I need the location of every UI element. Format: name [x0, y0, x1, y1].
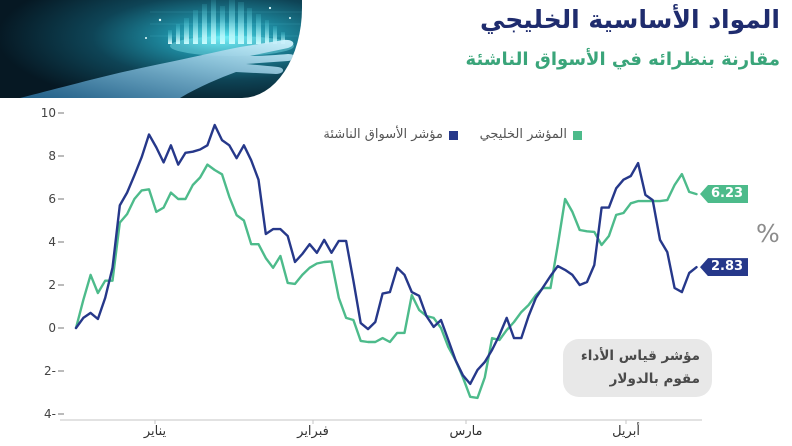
end-value-label-gulf-index: 6.23: [700, 185, 748, 204]
y-axis-unit: %: [756, 219, 780, 248]
y-axis-ticks: [58, 112, 64, 415]
y-tick-label: 6: [48, 192, 56, 206]
annotation-line-2: مقوم بالدولار: [609, 371, 700, 387]
hand-hologram-graphic: [0, 0, 302, 98]
chart-subtitle: مقارنة بنظرائه في الأسواق الناشئة: [465, 49, 780, 70]
hologram-bars: [168, 0, 285, 44]
y-tick-label: 4-: [44, 407, 56, 421]
x-tick-label: مارس: [449, 424, 483, 439]
y-tick-label: 8: [48, 149, 56, 163]
chart-title: المواد الأساسية الخليجي: [480, 5, 780, 34]
legend-swatch-gulf-index: [573, 130, 582, 140]
legend-label-gulf-index: المؤشر الخليجي: [479, 127, 567, 142]
legend-label-emerging-markets: مؤشر الأسواق الناشئة: [323, 127, 443, 142]
end-value-label-emerging-markets: 2.83: [700, 258, 748, 277]
hologram-sparkles: [145, 6, 291, 39]
legend-item-emerging-markets: مؤشر الأسواق الناشئة: [323, 127, 458, 143]
y-tick-label: 2: [48, 278, 56, 292]
y-tick-label: 0: [48, 321, 56, 335]
y-tick-label: 4: [48, 235, 56, 249]
y-tick-label: 10: [40, 106, 56, 120]
header-illustration: [0, 0, 302, 98]
annotation-box: مؤشر قياس الأداء مقوم بالدولار: [563, 339, 712, 397]
x-tick-label: يناير: [143, 424, 167, 439]
legend-swatch-emerging-markets: [449, 130, 458, 140]
legend-item-gulf-index: المؤشر الخليجي: [480, 127, 582, 143]
hand-graphic: [20, 39, 295, 98]
y-tick-label: 2-: [44, 364, 56, 378]
x-tick-label: فبراير: [297, 424, 329, 439]
annotation-line-1: مؤشر قياس الأداء: [580, 348, 700, 364]
x-tick-label: أبريل: [612, 424, 640, 439]
x-axis-ticks: [154, 420, 627, 424]
